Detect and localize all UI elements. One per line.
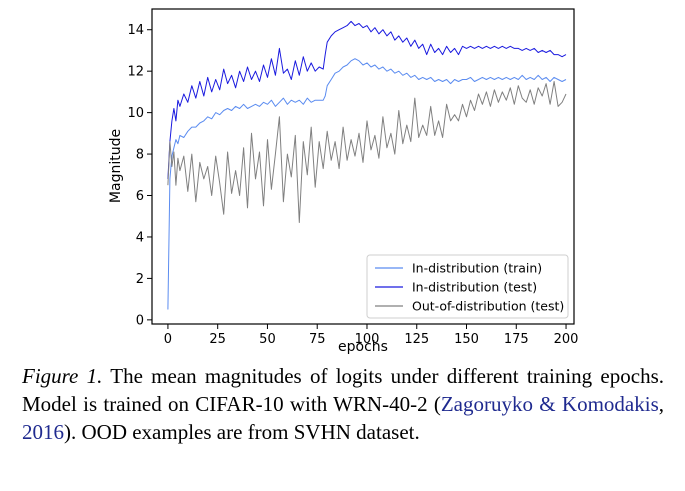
legend: In-distribution (train) In-distribution (…: [366, 254, 569, 319]
x-tick-label: 50: [259, 332, 276, 347]
x-tick-label: 75: [309, 332, 326, 347]
x-axis: 0 25 50 75 100 125 150 175 200: [164, 324, 579, 347]
caption-text-2: ,: [658, 392, 664, 416]
y-tick-label: 8: [136, 148, 144, 163]
x-tick-label: 200: [554, 332, 579, 347]
caption-text-1: The mean magnitudes of logits under diff…: [22, 364, 664, 416]
citation-year-link[interactable]: 2016: [22, 420, 64, 444]
citation-authors-link[interactable]: Zagoruyko & Komodakis: [440, 392, 659, 416]
series-line-0: [167, 58, 567, 310]
figure-caption: Figure 1. The mean magnitudes of logits …: [22, 362, 664, 446]
y-tick-label: 6: [136, 189, 144, 204]
chart: 0 25 50 75 100 125 150 175 200 0 2 4 6 8 10 12 14 epoch…: [108, 8, 579, 355]
figure-label: Figure 1.: [22, 364, 103, 388]
y-tick-label: 4: [136, 230, 144, 245]
legend-label-2: Out-of-distribution (test): [412, 299, 564, 314]
x-axis-label: epochs: [338, 339, 388, 355]
legend-label-0: In-distribution (train): [412, 261, 542, 276]
y-tick-label: 10: [127, 106, 144, 121]
x-tick-label: 25: [209, 332, 226, 347]
series-line-2: [167, 81, 567, 223]
x-tick-label: 100: [355, 332, 380, 347]
x-tick-label: 0: [164, 332, 172, 347]
series-line-1: [167, 20, 567, 179]
y-tick-label: 12: [127, 65, 144, 80]
y-axis-label: Magnitude: [108, 129, 124, 203]
y-tick-label: 14: [127, 23, 144, 38]
y-axis: 0 2 4 6 8 10 12 14: [127, 23, 152, 328]
plot-frame: [151, 8, 575, 325]
caption-text-3: ). OOD examples are from SVHN dataset.: [64, 420, 420, 444]
plot-area: [167, 20, 567, 310]
legend-box: [366, 254, 569, 319]
legend-label-1: In-distribution (test): [412, 280, 537, 295]
y-tick-label: 2: [136, 272, 144, 287]
x-tick-label: 150: [454, 332, 479, 347]
x-tick-label: 125: [404, 332, 429, 347]
y-tick-label: 0: [136, 313, 144, 328]
x-tick-label: 175: [504, 332, 529, 347]
